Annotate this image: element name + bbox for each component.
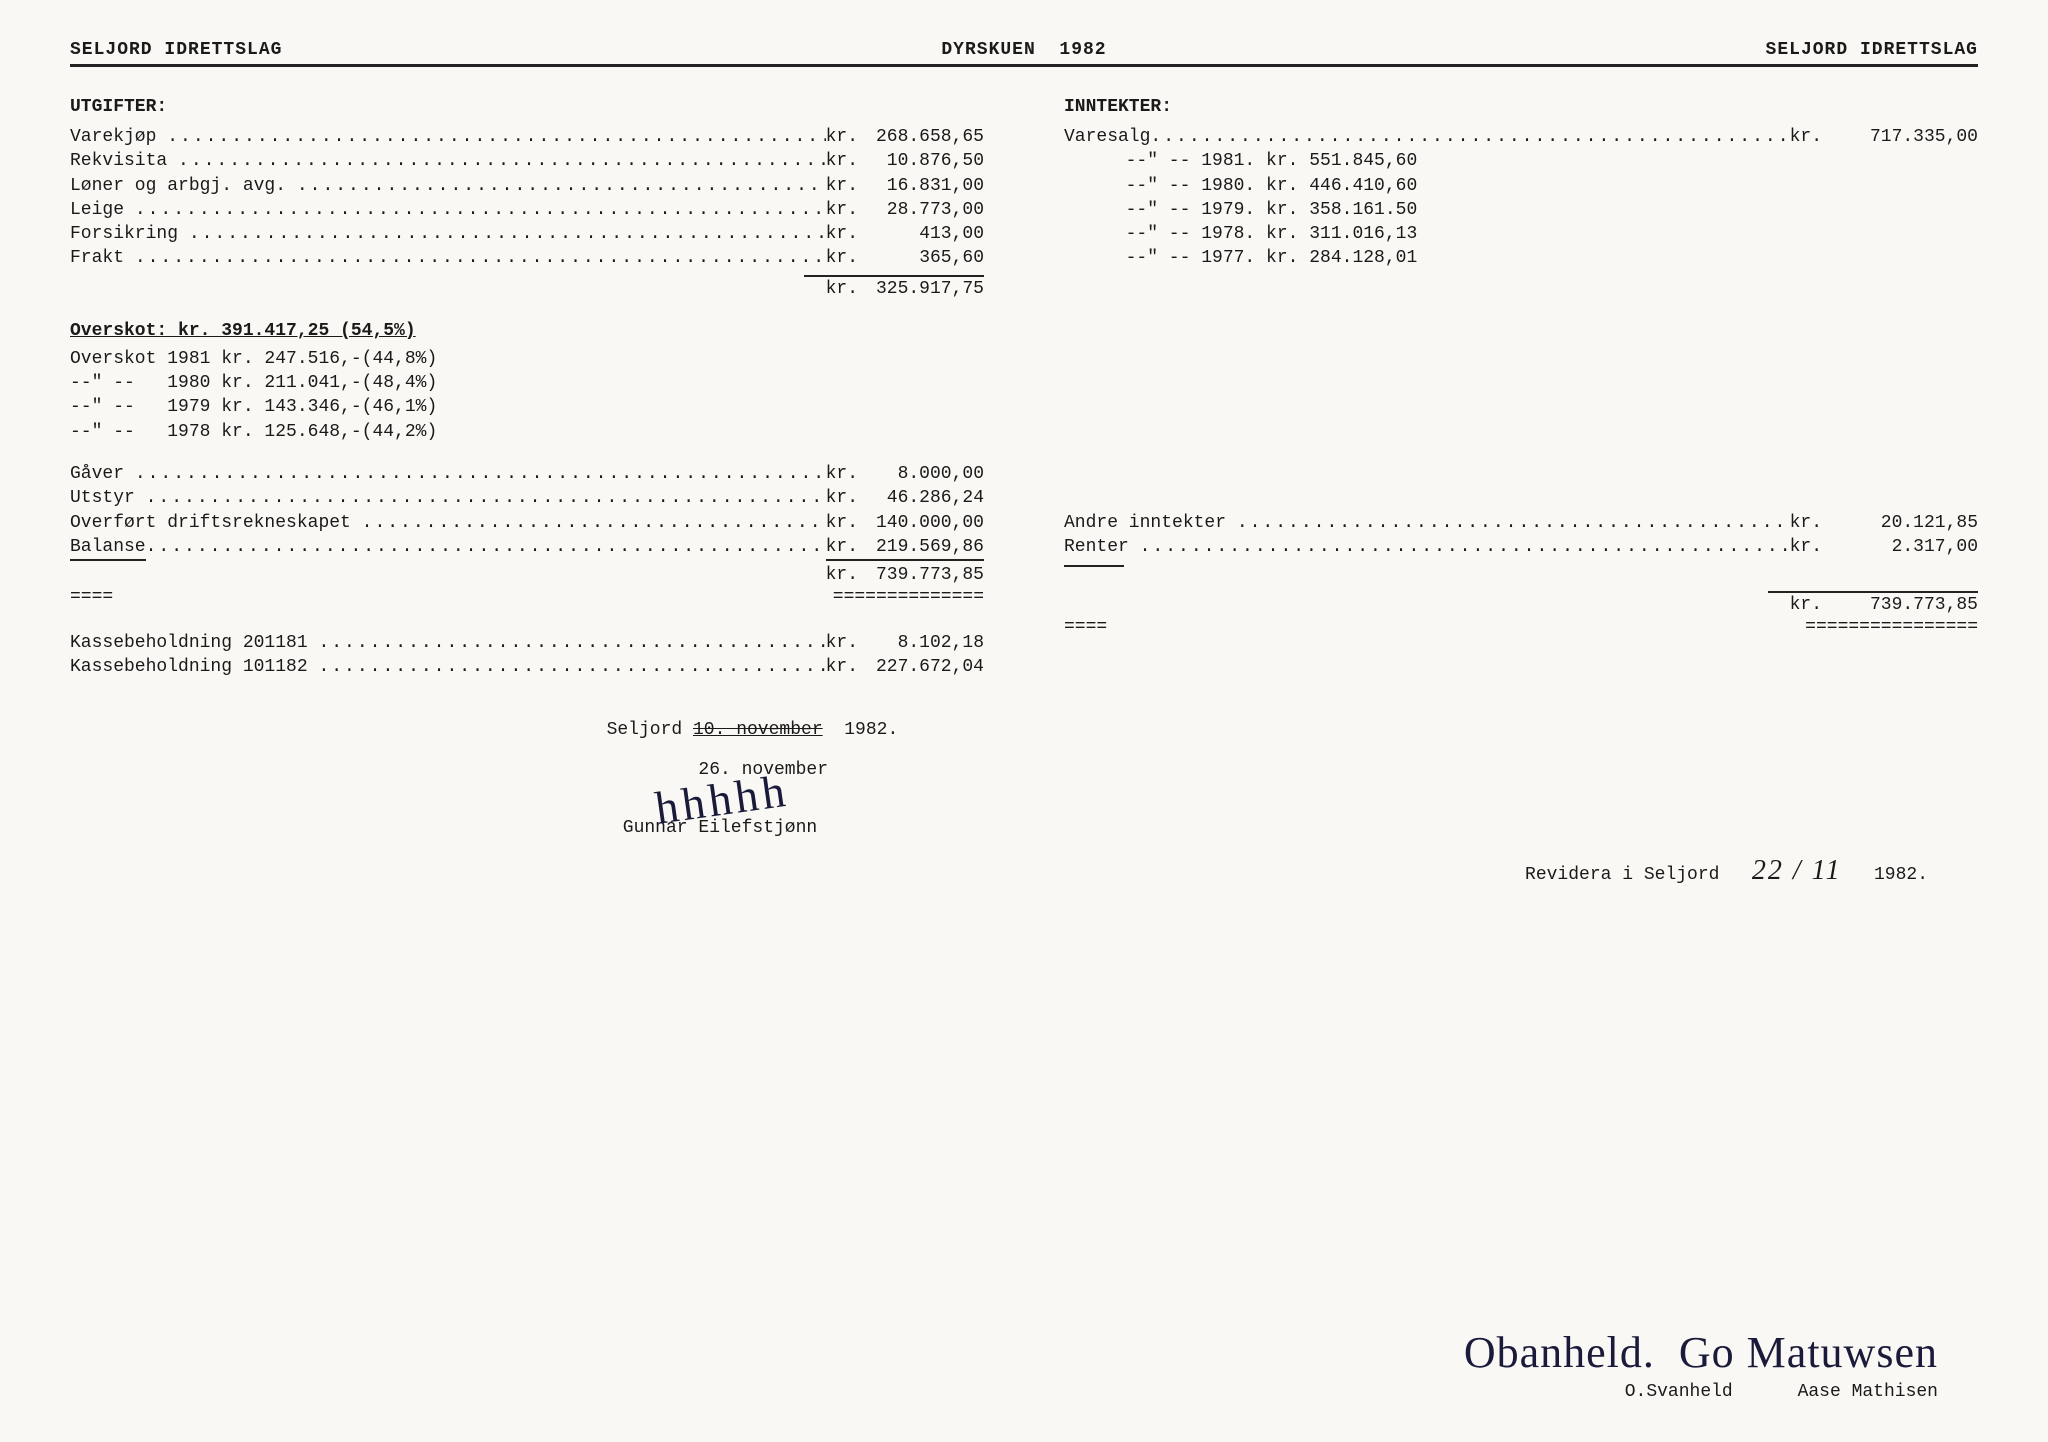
varesalg-line: Varesalg kr. 717.335,00	[1064, 125, 1978, 149]
auditor-signatures: Obanheld. Go Matuwsen O.Svanheld Aase Ma…	[1464, 1327, 1938, 1402]
varesalg-label: Varesalg	[1064, 125, 1150, 149]
auditor-sig1: Obanheld.	[1464, 1328, 1655, 1377]
inntekter-history-line: --" -- 1981. kr. 551.845,60	[1104, 149, 1978, 173]
dots	[1150, 125, 1789, 149]
ledger-line: Andre inntekter kr.20.121,85	[1064, 511, 1978, 535]
dots	[178, 149, 826, 173]
inntekter-other: Andre inntekter kr.20.121,85 Renter kr.2…	[1064, 511, 1978, 560]
inntekter-sum: 739.773,85	[1828, 595, 1978, 615]
dots	[318, 631, 825, 655]
dots	[318, 655, 825, 679]
header: SELJORD IDRETTSLAG DYRSKUEN 1982 SELJORD…	[70, 40, 1978, 67]
dots	[146, 486, 826, 510]
utgifter2-list: Gåver kr.8.000,00 Utstyr kr.46.286,24 Ov…	[70, 462, 984, 561]
kr-label: kr.	[1790, 595, 1828, 615]
ledger-line: Overført driftsrekneskapet kr.140.000,00	[70, 511, 984, 535]
ledger-line: Balanse kr.219.569,86	[70, 535, 984, 561]
dots	[146, 535, 826, 561]
signature-date-line1: Seljord 10. november 1982.	[520, 700, 920, 760]
dots	[189, 222, 826, 246]
revidera-line: Revidera i Seljord 22 / 11 1982.	[1482, 835, 1928, 907]
inntekter-history-line: --" -- 1980. kr. 446.410,60	[1104, 174, 1978, 198]
col-utgifter: UTGIFTER: Varekjøp kr.268.658,65 Rekvisi…	[70, 97, 1024, 680]
utgifter-list: Varekjøp kr.268.658,65 Rekvisita kr.10.8…	[70, 125, 984, 271]
signature-block: Seljord 10. november 1982. 26. november …	[520, 700, 920, 838]
revidera-hand-date: 22 / 11	[1752, 855, 1842, 886]
utgifter-sum-rule	[804, 275, 984, 277]
auditor-sig2: Go Matuwsen	[1679, 1328, 1938, 1377]
dots	[1140, 535, 1790, 559]
dots	[297, 174, 826, 198]
body: UTGIFTER: Varekjøp kr.268.658,65 Rekvisi…	[70, 97, 1978, 680]
eq-left	[70, 587, 113, 607]
col-inntekter: INNTEKTER: Varesalg kr. 717.335,00 --" -…	[1024, 97, 1978, 680]
inntekter-eqrow	[1064, 617, 1978, 637]
overskot-history: Overskot 1981 kr. 247.516,-(44,8%)--" --…	[70, 347, 984, 444]
ledger-line: Kassebeholdning 101182 kr.227.672,04	[70, 655, 984, 679]
signature-year: 1982.	[844, 720, 898, 740]
inntekter-history-line: --" -- 1979. kr. 358.161.50	[1104, 198, 1978, 222]
utgifter2-sum-line: kr. 739.773,85	[70, 565, 984, 585]
overskot-headline: Overskot: kr. 391.417,25 (54,5%)	[70, 321, 984, 341]
dots	[167, 125, 825, 149]
overskot-history-line: --" -- 1980 kr. 211.041,-(48,4%)	[70, 371, 984, 395]
revidera-year: 1982.	[1874, 865, 1928, 885]
dots	[1237, 511, 1790, 535]
kasse-list: Kassebeholdning 201181 kr.8.102,18 Kasse…	[70, 631, 984, 680]
utgifter-eqrow	[70, 587, 984, 607]
utgifter-sum: 325.917,75	[864, 279, 984, 299]
utgifter-title: UTGIFTER:	[70, 97, 984, 117]
kr-label: kr.	[826, 279, 864, 299]
varesalg-amount: 717.335,00	[1828, 125, 1978, 149]
auditor-name2: Aase Mathisen	[1798, 1382, 1938, 1402]
eq-left	[1064, 617, 1107, 637]
ledger-line: Frakt kr.365,60	[70, 246, 984, 270]
kr-label: kr.	[826, 565, 864, 585]
ledger-line: Forsikring kr.413,00	[70, 222, 984, 246]
kr-label: kr.	[1790, 125, 1828, 149]
dots	[135, 462, 826, 486]
inntekter-history-line: --" -- 1977. kr. 284.128,01	[1104, 246, 1978, 270]
dots	[135, 246, 826, 270]
overskot-history-line: --" -- 1979 kr. 143.346,-(46,1%)	[70, 395, 984, 419]
ledger-line: Løner og arbgj. avg. kr.16.831,00	[70, 174, 984, 198]
eq-right	[833, 587, 984, 607]
ledger-line: Utstyr kr.46.286,24	[70, 486, 984, 510]
inntekter-history-line: --" -- 1978. kr. 311.016,13	[1104, 222, 1978, 246]
signature-date-struck: 10. november	[693, 720, 823, 740]
ledger-line: Kassebeholdning 201181 kr.8.102,18	[70, 631, 984, 655]
inntekter-history: --" -- 1981. kr. 551.845,60 --" -- 1980.…	[1064, 149, 1978, 270]
overskot-history-line: --" -- 1978 kr. 125.648,-(44,2%)	[70, 420, 984, 444]
ledger-line: Varekjøp kr.268.658,65	[70, 125, 984, 149]
ledger-line: Leige kr.28.773,00	[70, 198, 984, 222]
dots	[362, 511, 826, 535]
dots	[135, 198, 826, 222]
inntekter-sum-line: kr. 739.773,85	[1064, 595, 1978, 615]
ledger-line: Gåver kr.8.000,00	[70, 462, 984, 486]
auditor-name1: O.Svanheld	[1625, 1382, 1733, 1402]
auditor-names: O.Svanheld Aase Mathisen	[1464, 1382, 1938, 1402]
header-center: DYRSKUEN 1982	[941, 40, 1106, 60]
signature-place: Seljord	[607, 720, 683, 740]
overskot-history-line: Overskot 1981 kr. 247.516,-(44,8%)	[70, 347, 984, 371]
eq-right	[1805, 617, 1978, 637]
inntekter-title: INNTEKTER:	[1064, 97, 1978, 117]
page: SELJORD IDRETTSLAG DYRSKUEN 1982 SELJORD…	[0, 0, 2048, 1442]
utgifter2-sum: 739.773,85	[864, 565, 984, 585]
utgifter-sum-line: kr. 325.917,75	[70, 279, 984, 299]
ledger-line: Renter kr.2.317,00	[1064, 535, 1978, 559]
header-left: SELJORD IDRETTSLAG	[70, 40, 282, 60]
inntekter-sum-rule	[1768, 591, 1978, 593]
auditor-cursive: Obanheld. Go Matuwsen	[1464, 1327, 1938, 1378]
revidera-text: Revidera i Seljord	[1525, 865, 1719, 885]
header-right: SELJORD IDRETTSLAG	[1766, 40, 1978, 60]
ledger-line: Rekvisita kr.10.876,50	[70, 149, 984, 173]
